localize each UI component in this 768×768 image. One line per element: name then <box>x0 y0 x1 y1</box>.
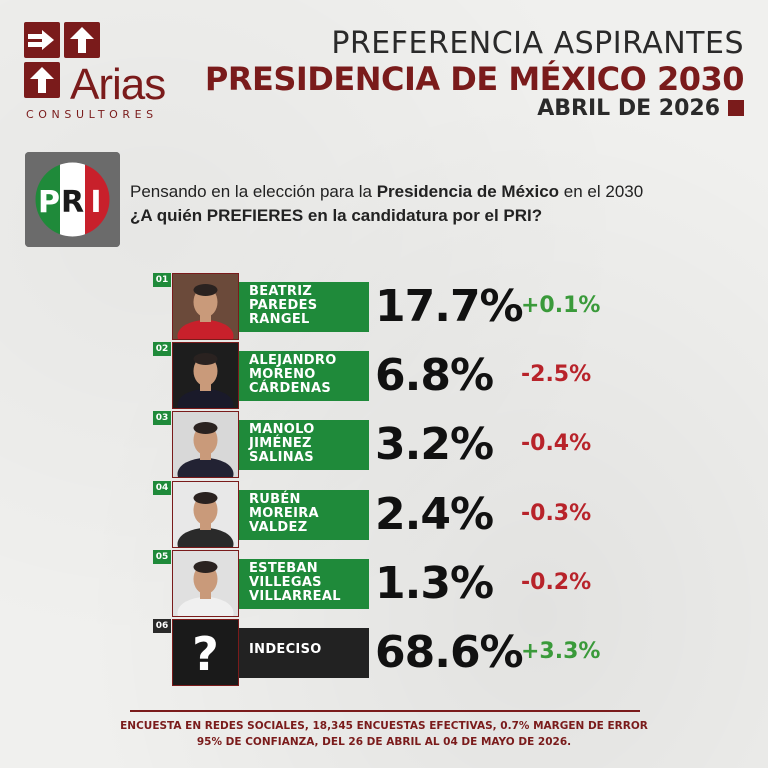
rank-badge: 02 <box>153 342 171 356</box>
svg-text:?: ? <box>192 627 219 681</box>
arrow-up-icon <box>24 62 60 98</box>
candidate-name: ESTEBAN VILLEGAS VILLARREAL <box>239 559 369 609</box>
candidate-row: 05 ESTEBAN VILLEGAS VILLARREAL 1.3% -0.2% <box>153 550 613 618</box>
candidate-photo <box>172 550 239 617</box>
candidate-name: INDECISO <box>239 628 369 678</box>
candidate-percentage: 68.6% <box>375 627 524 678</box>
candidate-change: -0.4% <box>521 431 592 456</box>
arrow-up-icon <box>64 22 100 58</box>
candidate-change: -0.3% <box>521 501 592 526</box>
question-suffix: en el 2030 <box>559 182 644 201</box>
question-line-1: Pensando en la elección para la Presiden… <box>130 180 643 204</box>
candidate-photo <box>172 273 239 340</box>
candidate-name-line: MOREIRA <box>249 506 319 521</box>
brand-subtitle: CONSULTORES <box>26 108 158 121</box>
pri-letter-r: R <box>61 185 84 220</box>
rank-badge: 04 <box>153 481 171 495</box>
footer-line-1: ENCUESTA EN REDES SOCIALES, 18,345 ENCUE… <box>120 720 648 732</box>
candidate-name: BEATRIZ PAREDES RANGEL <box>239 282 369 332</box>
candidate-name: ALEJANDRO MORENO CÁRDENAS <box>239 351 369 401</box>
question-text: Pensando en la elección para la Presiden… <box>130 180 643 228</box>
candidate-photo <box>172 342 239 409</box>
question-prefix: Pensando en la elección para la <box>130 182 377 201</box>
footer-line-2: 95% DE CONFIANZA, DEL 26 DE ABRIL AL 04 … <box>196 736 572 748</box>
candidate-name: MANOLO JIMÉNEZ SALINAS <box>239 420 369 470</box>
candidate-percentage: 6.8% <box>375 350 494 401</box>
candidate-percentage: 1.3% <box>375 558 494 609</box>
question-bold: Presidencia de México <box>376 182 560 201</box>
candidate-change: -0.2% <box>521 570 592 595</box>
candidate-row: 02 ALEJANDRO MORENO CÁRDENAS 6.8% -2.5% <box>153 342 613 410</box>
candidate-name-line: BEATRIZ <box>249 284 313 299</box>
candidate-row: 03 MANOLO JIMÉNEZ SALINAS 3.2% -0.4% <box>153 411 613 479</box>
rank-badge: 06 <box>153 619 171 633</box>
candidate-percentage: 2.4% <box>375 489 494 540</box>
candidate-name-line: ALEJANDRO <box>249 353 337 368</box>
candidate-percentage: 17.7% <box>375 281 524 332</box>
candidate-name-line: MANOLO <box>249 422 315 437</box>
footer-note: ENCUESTA EN REDES SOCIALES, 18,345 ENCUE… <box>0 718 768 750</box>
header-line-2: PRESIDENCIA DE MÉXICO 2030 <box>204 60 745 98</box>
rank-badge: 01 <box>153 273 171 287</box>
candidate-name-line: SALINAS <box>249 450 314 465</box>
candidate-change: -2.5% <box>521 362 592 387</box>
candidate-row: 01 BEATRIZ PAREDES RANGEL 17.7% +0.1% <box>153 273 613 341</box>
candidate-name-line: VILLEGAS <box>249 575 322 590</box>
candidate-photo <box>172 481 239 548</box>
candidate-name-line: JIMÉNEZ <box>249 436 312 451</box>
candidate-change: +3.3% <box>521 639 601 664</box>
candidate-name: RUBÉN MOREIRA VALDEZ <box>239 490 369 540</box>
rank-badge: 05 <box>153 550 171 564</box>
candidate-name-line: CÁRDENAS <box>249 381 331 396</box>
candidate-row: 04 RUBÉN MOREIRA VALDEZ 2.4% -0.3% <box>153 481 613 549</box>
candidate-name-line: RUBÉN <box>249 492 301 507</box>
candidate-percentage: 3.2% <box>375 419 494 470</box>
question-mark-icon: ? <box>172 619 239 686</box>
question-line-2: ¿A quién PREFIERES en la candidatura por… <box>130 206 543 225</box>
candidate-change: +0.1% <box>521 293 601 318</box>
candidate-name-line: MORENO <box>249 367 316 382</box>
candidate-name-line: RANGEL <box>249 312 310 327</box>
footer-divider <box>130 710 640 712</box>
candidate-name-line: INDECISO <box>249 642 322 657</box>
header-line-1: PREFERENCIA ASPIRANTES <box>331 26 744 61</box>
pri-letter-p: P <box>38 185 60 220</box>
pri-letter-i: I <box>90 185 101 220</box>
candidate-name-line: VILLARREAL <box>249 589 341 604</box>
header-date: ABRIL DE 2026 <box>537 96 720 121</box>
rank-badge: 03 <box>153 411 171 425</box>
pri-logo: P R I <box>25 152 120 247</box>
square-icon <box>728 100 744 116</box>
candidate-name-line: PAREDES <box>249 298 318 313</box>
candidate-name-line: ESTEBAN <box>249 561 318 576</box>
arias-logo: Arias CONSULTORES <box>24 22 194 122</box>
candidate-row: 06? INDECISO 68.6% +3.3% <box>153 619 613 687</box>
candidate-photo <box>172 411 239 478</box>
candidate-name-line: VALDEZ <box>249 520 308 535</box>
arrow-right-icon <box>24 22 60 58</box>
brand-name: Arias <box>70 60 166 109</box>
